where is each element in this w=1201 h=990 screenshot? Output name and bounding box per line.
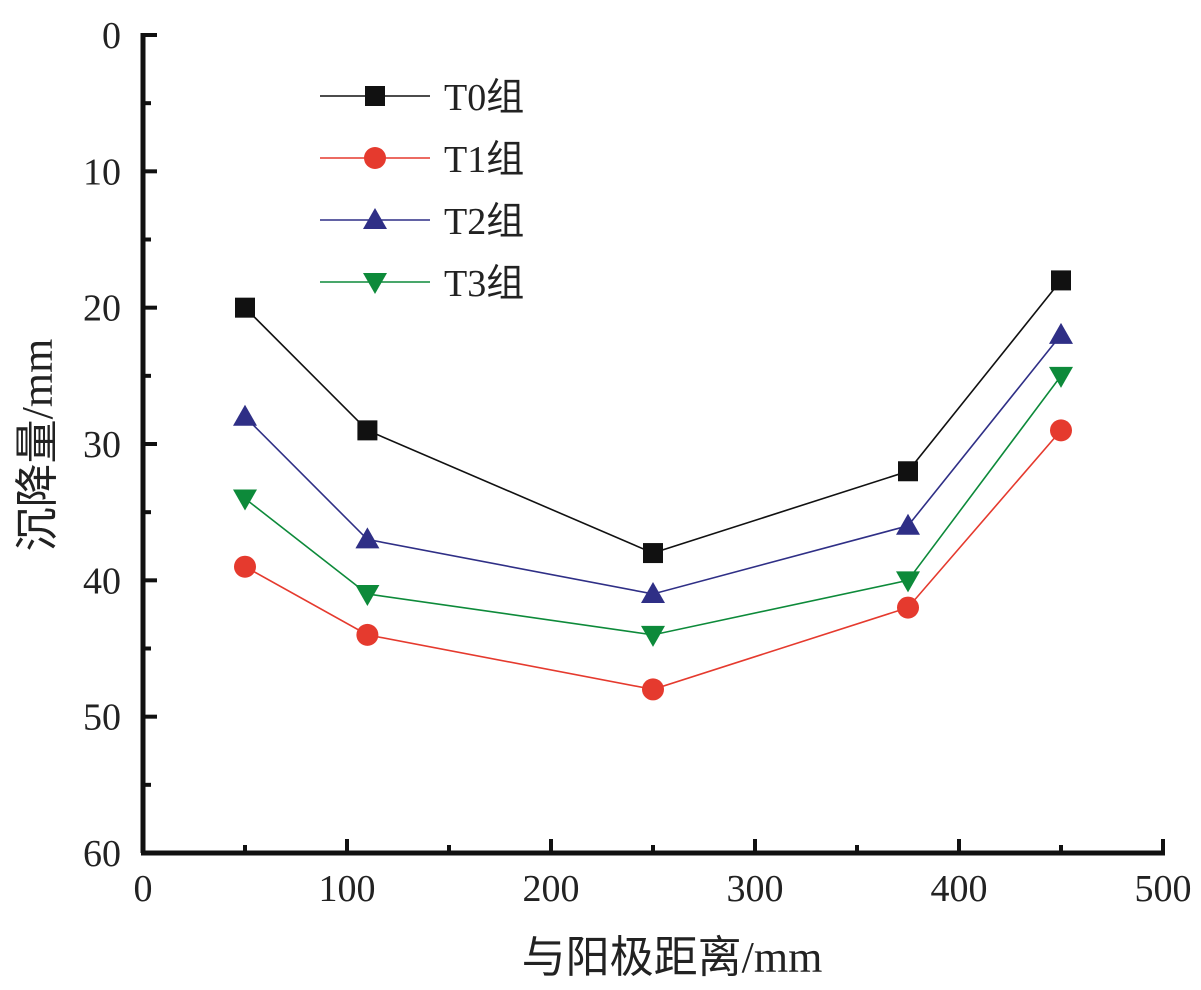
marker-square bbox=[365, 86, 385, 106]
marker-triangle-down bbox=[233, 489, 257, 511]
y-axis-label: 沉降量/mm bbox=[13, 339, 62, 552]
x-tick-label: 300 bbox=[727, 868, 784, 910]
x-tick-label: 100 bbox=[319, 868, 376, 910]
axes: 0 100 200 300 400 500 0 10 20 30 40 50 60 bbox=[83, 15, 1192, 910]
y-tick-label: 20 bbox=[83, 288, 121, 330]
marker-circle bbox=[356, 623, 379, 646]
x-tick-label: 400 bbox=[931, 868, 988, 910]
series-T0组 bbox=[235, 270, 1071, 564]
marker-square bbox=[1051, 270, 1071, 291]
marker-square bbox=[643, 543, 663, 564]
x-tick-label: 500 bbox=[1135, 868, 1192, 910]
y-tick-label: 30 bbox=[83, 424, 121, 466]
legend-item: T3组 bbox=[320, 263, 524, 305]
legend-label: T1组 bbox=[444, 139, 524, 181]
series-T1组 bbox=[234, 419, 1072, 701]
legend-label: T3组 bbox=[444, 263, 524, 305]
x-tick-label: 0 bbox=[134, 868, 153, 910]
legend-item: T1组 bbox=[320, 139, 524, 181]
marker-square bbox=[898, 461, 918, 482]
series-T3组 bbox=[233, 366, 1073, 647]
series-line bbox=[244, 279, 1062, 554]
series-group bbox=[233, 270, 1073, 701]
legend-item: T0组 bbox=[320, 77, 524, 119]
marker-circle bbox=[642, 678, 664, 701]
y-tick-label: 40 bbox=[83, 560, 121, 602]
legend-item: T2组 bbox=[320, 201, 524, 243]
marker-square bbox=[235, 297, 255, 318]
marker-triangle-down bbox=[896, 571, 920, 593]
x-axis-label: 与阳极距离/mm bbox=[522, 933, 823, 982]
marker-triangle-down bbox=[1049, 366, 1073, 388]
y-tick-label: 10 bbox=[83, 151, 121, 193]
x-tick-label: 200 bbox=[523, 868, 580, 910]
marker-circle bbox=[1050, 419, 1072, 442]
marker-triangle-up bbox=[641, 581, 665, 603]
legend: T0组 T1组 T2组 T3组 bbox=[320, 77, 524, 305]
marker-triangle-up bbox=[896, 513, 920, 535]
marker-triangle-up bbox=[363, 208, 387, 229]
legend-label: T0组 bbox=[444, 77, 524, 119]
y-tick-label: 50 bbox=[83, 697, 121, 739]
marker-triangle-down bbox=[355, 584, 380, 606]
marker-triangle-down bbox=[363, 273, 387, 294]
marker-circle bbox=[364, 147, 386, 169]
marker-triangle-up bbox=[1049, 322, 1073, 344]
marker-circle bbox=[234, 555, 256, 578]
marker-circle bbox=[897, 596, 919, 619]
marker-triangle-up bbox=[355, 527, 380, 549]
marker-triangle-up bbox=[233, 404, 257, 426]
y-tick-label: 0 bbox=[102, 15, 121, 57]
marker-square bbox=[357, 420, 378, 441]
marker-triangle-down bbox=[641, 625, 665, 647]
legend-label: T2组 bbox=[444, 201, 524, 243]
series-T2组 bbox=[233, 322, 1073, 603]
y-tick-label: 60 bbox=[83, 833, 121, 875]
